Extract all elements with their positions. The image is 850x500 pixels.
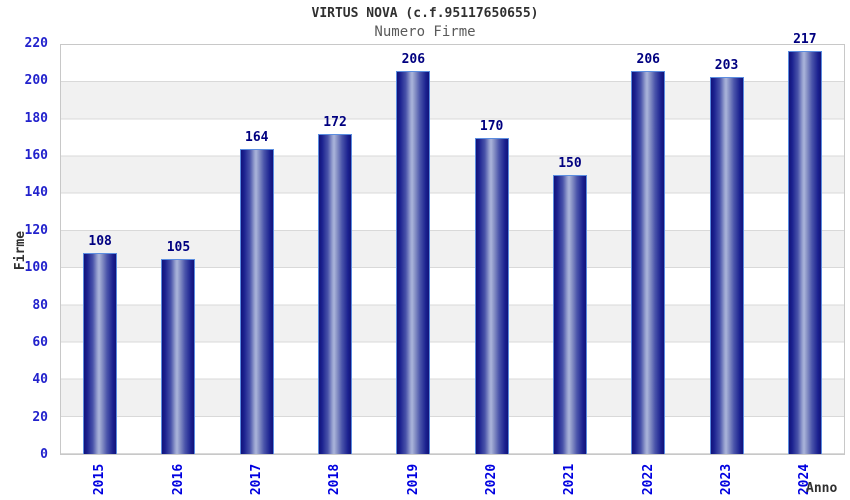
y-tick-label: 220	[24, 36, 48, 51]
y-tick-label: 200	[24, 73, 48, 89]
chart-subtitle: Numero Firme	[374, 24, 476, 40]
y-tick-label: 80	[32, 297, 48, 313]
x-tick-label: 2019	[405, 463, 421, 495]
y-tick-label: 0	[40, 447, 48, 462]
bar-value-label: 206	[636, 52, 660, 68]
y-tick-label: 60	[32, 334, 48, 350]
x-tick-label: 2022	[640, 463, 656, 495]
x-tick-label: 2021	[562, 463, 578, 495]
y-tick-label: 100	[24, 260, 48, 276]
y-tick-label: 40	[32, 372, 48, 388]
bar-value-label: 105	[166, 239, 191, 255]
bar-value-label: 150	[558, 156, 582, 172]
x-axis: 2015 2016 2017 2018 2019 2020 2021 2022 2023 2024	[60, 459, 845, 499]
bar-2016	[161, 258, 196, 454]
y-tick-label: 140	[24, 185, 48, 201]
bar-2019	[396, 71, 431, 454]
bar-2021	[552, 175, 587, 454]
bar-2017	[239, 149, 274, 454]
bar-value-label: 164	[245, 130, 269, 146]
y-tick-label: 20	[32, 409, 48, 425]
bar-2022	[631, 71, 666, 454]
bar-2020	[474, 137, 509, 454]
y-axis: 0 20 40 60 80 100 120 140 160 180 200 220	[0, 37, 54, 462]
bar-value-label: 217	[793, 31, 817, 47]
bar-2018	[318, 134, 353, 454]
bar-2015	[83, 253, 118, 454]
x-tick-label: 2015	[92, 463, 108, 495]
bar-2024	[787, 50, 822, 454]
x-tick-label: 2020	[484, 463, 500, 495]
y-axis-title: Firme	[13, 230, 29, 270]
bar-value-label: 172	[323, 115, 347, 131]
x-tick-label: 2023	[719, 463, 735, 495]
x-axis-title: Anno	[806, 481, 838, 496]
plot-area: 108 105 164 172 206 170 150 206 203 217	[60, 32, 845, 455]
y-tick-label: 120	[24, 222, 48, 238]
bar-value-label: 203	[714, 57, 739, 73]
x-tick-label: 2017	[249, 463, 265, 495]
y-tick-label: 160	[24, 148, 48, 164]
x-tick-label: 2016	[170, 463, 186, 495]
bar-value-label: 108	[88, 234, 112, 250]
chart-title: VIRTUS NOVA (c.f.95117650655)	[311, 6, 539, 21]
bar-2023	[709, 76, 744, 454]
x-tick-label: 2018	[327, 463, 343, 495]
y-tick-label: 180	[24, 110, 48, 126]
bar-value-label: 170	[479, 118, 504, 134]
bar-value-label: 206	[401, 52, 426, 68]
